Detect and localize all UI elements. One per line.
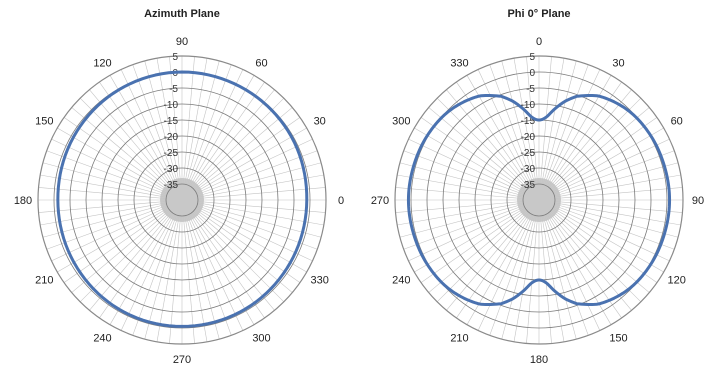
radial-tick-label: -30: [521, 164, 536, 175]
radial-gridline: [117, 135, 247, 265]
radial-gridlines: [394, 55, 684, 345]
radial-tick-label: -10: [521, 100, 536, 111]
angle-tick-label: 30: [314, 116, 326, 128]
radial-gridline: [490, 151, 588, 249]
radial-gridline: [133, 151, 231, 249]
center-fill: [160, 178, 204, 222]
azimuth-plane-svg: 50-5-10-15-20-25-30-35030609012015018021…: [14, 8, 344, 366]
radial-tick-label: -15: [521, 116, 536, 127]
angle-tick-label: 180: [14, 195, 32, 207]
radial-tick-label: -20: [164, 132, 179, 143]
radial-tick-label: -35: [521, 180, 536, 191]
angle-tick-label: 30: [612, 57, 624, 69]
radial-tick-label: -10: [164, 100, 179, 111]
angle-tick-label: 300: [252, 333, 270, 345]
radial-tick-label: 5: [529, 52, 535, 63]
center-fill: [517, 178, 561, 222]
angle-tick-label: 270: [173, 354, 191, 366]
angle-tick-label: 270: [371, 195, 389, 207]
radial-gridline: [165, 183, 199, 217]
angle-tick-label: 120: [93, 57, 111, 69]
chart-title: Phi 0° Plane: [507, 8, 570, 20]
angle-tick-label: 210: [35, 275, 53, 287]
series-line: [56, 70, 309, 328]
angle-tick-label: 210: [450, 333, 468, 345]
angle-tick-label: 60: [671, 116, 683, 128]
radial-gridline: [101, 119, 263, 281]
radial-gridline: [506, 167, 572, 233]
angle-tick-label: 90: [176, 36, 188, 48]
radial-tick-label: -25: [164, 148, 179, 159]
radial-gridline: [37, 55, 327, 345]
angle-tick-label: 0: [338, 195, 344, 207]
angle-tick-label: 330: [311, 275, 329, 287]
radial-tick-label: 0: [529, 68, 535, 79]
radial-tick-label: -25: [521, 148, 536, 159]
radial-gridline: [426, 87, 652, 313]
radial-gridline: [394, 55, 684, 345]
radial-tick-label: -35: [164, 180, 179, 191]
angle-tick-label: 300: [392, 116, 410, 128]
radial-gridline: [69, 87, 295, 313]
radial-gridline: [410, 71, 668, 329]
radial-tick-label: -5: [169, 84, 178, 95]
angle-tick-label: 240: [392, 275, 410, 287]
radial-gridline: [474, 135, 604, 265]
radial-tick-label: 5: [172, 52, 178, 63]
radial-tick-label: -20: [521, 132, 536, 143]
angle-tick-label: 90: [692, 195, 704, 207]
radial-gridline: [149, 167, 215, 233]
angle-tick-label: 120: [668, 275, 686, 287]
angle-tick-label: 180: [530, 354, 548, 366]
angle-tick-label: 330: [450, 57, 468, 69]
azimuth-plane-chart: 5 0 -5 -10 -15 -20 -25 -30 -35 0 30 60 90 120 150 180 21…: [14, 8, 344, 366]
phi-zero-plane-svg: 50-5-10-15-20-25-30-35030609012015018021…: [371, 8, 704, 366]
angle-tick-label: 0: [536, 36, 542, 48]
angle-tick-label: 240: [93, 333, 111, 345]
angle-tick-label: 150: [35, 116, 53, 128]
radial-tick-label: -15: [164, 116, 179, 127]
radial-gridline: [442, 103, 636, 297]
radial-tick-label: -5: [526, 84, 535, 95]
radial-tick-label: -30: [164, 164, 179, 175]
chart-title: Azimuth Plane: [144, 8, 220, 20]
angle-tick-label: 60: [255, 57, 267, 69]
phi-zero-plane-chart: 5 0 -5 -10 -15 -20 -25 -30 -35 0 30 60 90 120 150 180 21…: [357, 0, 714, 374]
angle-tick-label: 150: [609, 333, 627, 345]
radial-gridlines: [37, 55, 327, 345]
radial-gridline: [85, 103, 279, 297]
radial-gridline: [522, 183, 556, 217]
series-line: [406, 93, 672, 307]
